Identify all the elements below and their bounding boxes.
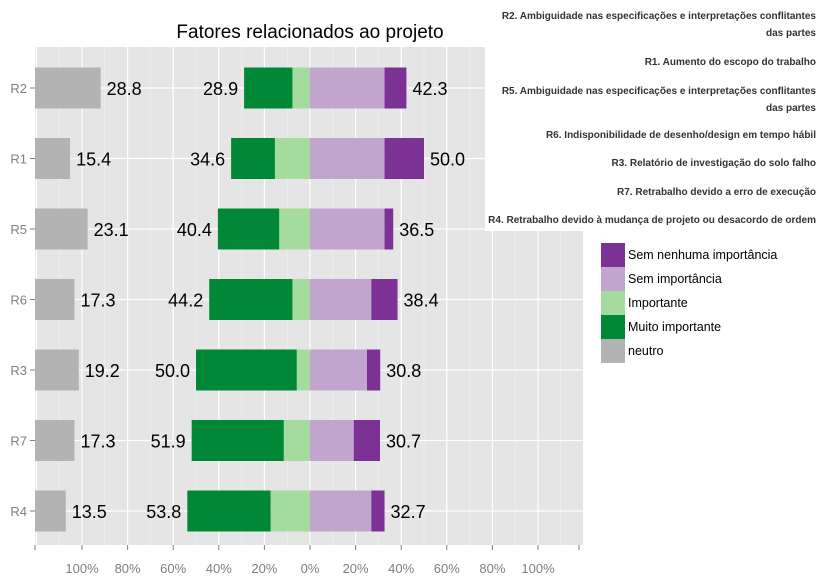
item-label-r7: R7. Retrabalho devido a erro de execução <box>617 187 816 198</box>
label-left-total: 40.4 <box>177 220 212 240</box>
label-right-total: 36.5 <box>399 220 434 240</box>
bar-sem-importancia <box>310 349 367 391</box>
legend-label: Sem nenhuma importância <box>628 248 778 262</box>
item-label-r4: R4. Retrabalho devido à mudança de proje… <box>488 215 816 226</box>
label-neutro: 28.8 <box>107 79 142 99</box>
label-neutro: 15.4 <box>76 150 111 170</box>
label-right-total: 50.0 <box>430 150 465 170</box>
bar-muito-importante <box>217 208 280 250</box>
label-left-total: 50.0 <box>155 361 190 381</box>
label-right-total: 38.4 <box>404 291 439 311</box>
legend-label: Muito importante <box>628 320 722 334</box>
legend-key <box>601 339 625 363</box>
axes: 100% 80% 60% 40% 20% 0% 20% 40% 60% 80% 100% <box>34 545 580 576</box>
category-label: R6 <box>10 293 27 308</box>
bar-importante <box>296 349 310 391</box>
bar-muito-importante <box>209 279 293 320</box>
bar-muito-importante <box>196 349 297 391</box>
category-label: R5 <box>10 222 27 237</box>
legend-key <box>601 243 625 267</box>
label-neutro: 17.3 <box>80 432 115 452</box>
bar-sem-importancia <box>310 279 372 320</box>
x-tick-label: 40% <box>388 561 414 576</box>
bar-muito-importante <box>231 138 275 179</box>
bar-importante <box>279 208 310 250</box>
item-label-r2: R2. Ambiguidade nas especificações e int… <box>501 11 816 39</box>
bar-sem-importancia <box>310 490 372 532</box>
x-tick-label: 100% <box>65 561 99 576</box>
item-label-r3: R3. Relatório de investigação do solo fa… <box>611 158 816 169</box>
x-tick-label: 80% <box>115 561 141 576</box>
category-label: R2 <box>10 81 27 96</box>
chart-title: Fatores relacionados ao projeto <box>176 22 443 43</box>
x-tick-label: 80% <box>479 561 505 576</box>
label-right-total: 30.8 <box>386 361 421 381</box>
bar-importante <box>274 138 310 179</box>
item-labels-box: R2. Ambiguidade nas especificações e int… <box>485 4 818 231</box>
bar-neutro <box>35 349 79 391</box>
legend-key <box>601 291 625 315</box>
bar-sem-nenhuma-importancia <box>353 420 380 461</box>
label-right-total: 32.7 <box>391 502 426 522</box>
bar-sem-nenhuma-importancia <box>371 279 398 320</box>
bar-neutro <box>35 67 101 109</box>
bar-muito-importante <box>244 67 293 109</box>
x-tick-label: 0% <box>301 561 320 576</box>
item-label-r5: R5. Ambiguidade nas especificações e int… <box>501 86 816 114</box>
bar-importante <box>270 490 310 532</box>
legend-label: Sem importância <box>628 272 722 286</box>
bar-neutro <box>35 420 75 461</box>
bar-sem-importancia <box>310 67 385 109</box>
label-right-total: 30.7 <box>386 432 421 452</box>
legend-label: Importante <box>628 296 688 310</box>
item-label-r6: R6. Indisponibilidade de desenho/design … <box>545 130 816 141</box>
label-neutro: 13.5 <box>72 502 107 522</box>
bar-sem-importancia <box>310 420 354 461</box>
bar-neutro <box>35 490 66 532</box>
x-tick-label: 20% <box>251 561 277 576</box>
bar-neutro <box>35 138 71 179</box>
bar-sem-nenhuma-importancia <box>384 138 424 179</box>
x-tick-label: 60% <box>434 561 460 576</box>
bar-muito-importante <box>191 420 284 461</box>
label-neutro: 17.3 <box>80 291 115 311</box>
label-left-total: 44.2 <box>168 291 203 311</box>
label-right-total: 42.3 <box>412 79 447 99</box>
bar-neutro <box>35 208 88 250</box>
bar-sem-nenhuma-importancia <box>384 67 407 109</box>
legend-key <box>601 315 625 339</box>
label-neutro: 23.1 <box>94 220 129 240</box>
legend-key <box>601 267 625 291</box>
category-label: R1 <box>10 152 27 167</box>
bar-sem-importancia <box>310 138 385 179</box>
x-tick-label: 60% <box>160 561 186 576</box>
label-left-total: 34.6 <box>190 150 225 170</box>
category-label: R4 <box>10 504 27 519</box>
bar-importante <box>283 420 310 461</box>
bars <box>35 67 424 532</box>
bar-importante <box>292 67 310 109</box>
bar-sem-importancia <box>310 208 385 250</box>
bar-neutro <box>35 279 75 320</box>
x-tick-label: 100% <box>521 561 555 576</box>
legend-label: neutro <box>628 344 664 358</box>
bar-sem-nenhuma-importancia <box>384 208 394 250</box>
bar-sem-nenhuma-importancia <box>371 490 385 532</box>
bar-muito-importante <box>187 490 271 532</box>
x-tick-label: 40% <box>206 561 232 576</box>
label-left-total: 53.8 <box>146 502 181 522</box>
data-labels: 28.8 28.9 42.3 R2 15.4 34.6 50.0 R1 23.1 40.4 36.5… <box>10 79 465 522</box>
label-left-total: 28.9 <box>203 79 238 99</box>
item-label-r1: R1. Aumento do escopo do trabalho <box>644 57 816 68</box>
category-label: R7 <box>10 434 27 449</box>
category-label: R3 <box>10 363 27 378</box>
bar-sem-nenhuma-importancia <box>367 349 381 391</box>
bar-importante <box>292 279 310 320</box>
label-left-total: 51.9 <box>151 432 186 452</box>
label-neutro: 19.2 <box>85 361 120 381</box>
x-tick-label: 20% <box>343 561 369 576</box>
